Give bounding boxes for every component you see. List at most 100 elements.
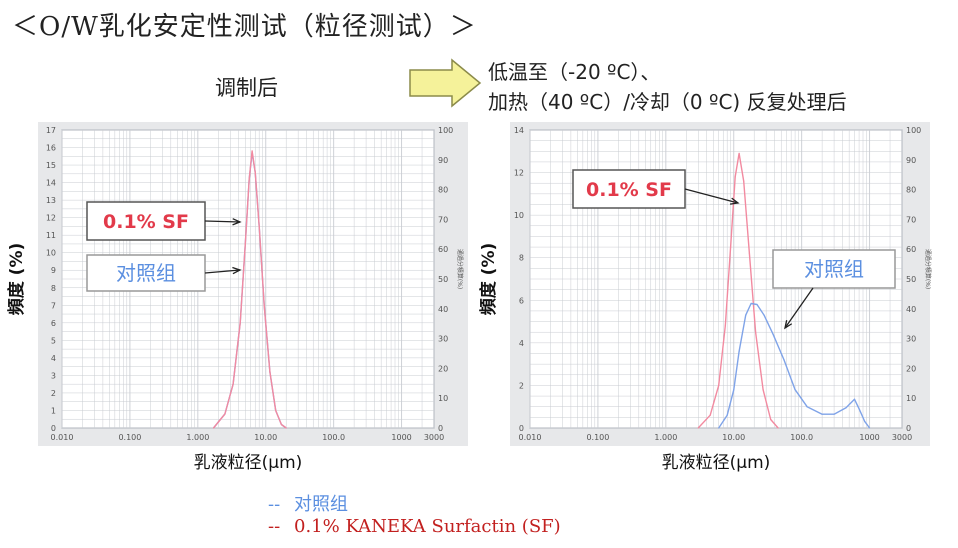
y2-tick-label: 50	[906, 275, 916, 284]
annotation-arrowhead-sf	[232, 218, 242, 226]
annotation-box-control	[86, 254, 206, 292]
data-point-control	[833, 413, 835, 415]
annotation-arrow-sf	[204, 220, 241, 223]
annotation-arrowhead-control	[784, 320, 793, 330]
x-axis-label: 乳液粒径(μm)	[662, 453, 771, 473]
y2-tick-label: 10	[906, 394, 916, 403]
y-tick-label: 0	[51, 424, 56, 433]
y-tick-label: 14	[514, 126, 524, 135]
y-tick-label: 5	[51, 336, 56, 345]
y-axis-label: 頻度 (%)	[478, 243, 499, 317]
y-tick-label: 2	[519, 381, 524, 390]
legend-label-sf: 0.1% KANEKA Surfactin (SF)	[294, 516, 561, 537]
data-point-control	[845, 407, 847, 409]
data-point-sf	[718, 384, 720, 387]
x-tick-label: 0.100	[118, 433, 141, 442]
y-tick-label: 14	[46, 179, 56, 188]
y-tick-label: 4	[51, 354, 56, 363]
y2-tick-label: 80	[906, 186, 916, 195]
right-arrow-shape	[409, 58, 482, 108]
data-point-sf	[724, 325, 726, 327]
x-tick-label: 100.0	[790, 433, 813, 442]
y-tick-label: 0	[519, 424, 524, 433]
data-point-sf	[755, 331, 757, 333]
data-point-sf	[280, 423, 283, 426]
x-tick-label: 10.00	[722, 433, 745, 442]
y2-tick-label: 30	[906, 335, 916, 344]
annotation-box-control	[772, 249, 896, 289]
annotation-label-sf: 0.1% SF	[103, 211, 189, 233]
data-point-control	[783, 359, 785, 361]
y-tick-label: 17	[46, 126, 56, 135]
y2-axis-label: 通過分積算(%)	[456, 249, 464, 289]
y2-tick-label: 40	[438, 305, 448, 314]
data-point-sf	[748, 252, 751, 255]
data-point-sf	[212, 427, 215, 429]
y-tick-label: 13	[46, 196, 56, 205]
annotation-arrow-sf	[684, 188, 739, 204]
data-point-control	[738, 350, 740, 352]
y2-tick-label: 0	[438, 424, 443, 433]
y2-tick-label: 70	[906, 215, 916, 224]
data-point-sf	[709, 414, 711, 416]
y2-tick-label: 90	[906, 156, 916, 165]
data-point-control	[750, 302, 752, 305]
data-point-sf	[697, 427, 699, 429]
annotation-arrowhead-sf	[729, 197, 740, 205]
data-point-sf	[263, 304, 265, 306]
y2-axis-label: 通過分積算(%)	[924, 249, 932, 289]
y2-tick-label: 40	[906, 305, 916, 314]
chart-panel-2: 0 2 4 6 8 10 12 14 0 10 20 30 40 50 60 70 80 90 100 通過分積算(%…	[478, 122, 932, 473]
y2-tick-label: 100	[906, 126, 921, 135]
annotation-box-sf	[572, 169, 686, 209]
data-point-sf	[777, 427, 779, 429]
data-point-control	[868, 427, 871, 429]
right-arrow-icon	[409, 58, 482, 108]
y-tick-label: 10	[514, 211, 524, 220]
y2-tick-label: 80	[438, 186, 448, 195]
data-point-sf	[248, 178, 250, 180]
data-point-sf	[224, 413, 226, 415]
data-point-sf	[734, 176, 736, 178]
y-tick-label: 16	[46, 144, 56, 153]
y-tick-label: 9	[51, 266, 56, 275]
chart-panel-1: 0123456789101112131415161701020304050607…	[6, 122, 468, 473]
x-tick-label: 100.0	[322, 433, 345, 442]
annotation-arrow-control	[784, 287, 814, 329]
data-point-control	[726, 414, 728, 416]
y-tick-label: 10	[46, 249, 56, 258]
y2-tick-label: 10	[438, 394, 448, 403]
annotation-arrowhead-control	[232, 266, 242, 275]
condition-label-before: 调制后	[215, 76, 278, 100]
y2-tick-label: 20	[906, 364, 916, 373]
y-tick-label: 15	[46, 161, 56, 170]
data-point-sf	[743, 180, 745, 182]
y2-tick-label: 60	[438, 245, 448, 254]
data-point-sf	[730, 246, 732, 248]
data-point-control	[772, 333, 774, 335]
y-tick-label: 7	[51, 301, 56, 310]
data-point-sf	[770, 418, 772, 421]
data-point-sf	[738, 152, 740, 155]
data-point-control	[718, 427, 720, 429]
data-point-control	[763, 314, 765, 316]
y-tick-label: 3	[51, 371, 56, 380]
data-point-sf	[244, 243, 246, 245]
data-point-control	[821, 413, 823, 415]
data-point-control	[853, 398, 856, 400]
legend-label-control: 对照组	[294, 494, 348, 515]
y-tick-label: 2	[51, 389, 56, 398]
data-point-control	[858, 408, 860, 410]
condition-label-after-line1: 低温至（-20 ºC）、	[488, 60, 661, 84]
y-axis-label: 頻度 (%)	[6, 243, 27, 317]
y2-tick-label: 30	[438, 335, 448, 344]
y2-tick-label: 90	[438, 156, 448, 165]
x-tick-label: 0.100	[586, 433, 609, 442]
y2-tick-label: 50	[438, 275, 448, 284]
y-tick-label: 12	[514, 169, 524, 178]
data-point-control	[794, 389, 796, 391]
data-point-control	[864, 421, 866, 423]
y-tick-label: 8	[51, 284, 56, 293]
data-point-control	[756, 303, 758, 306]
